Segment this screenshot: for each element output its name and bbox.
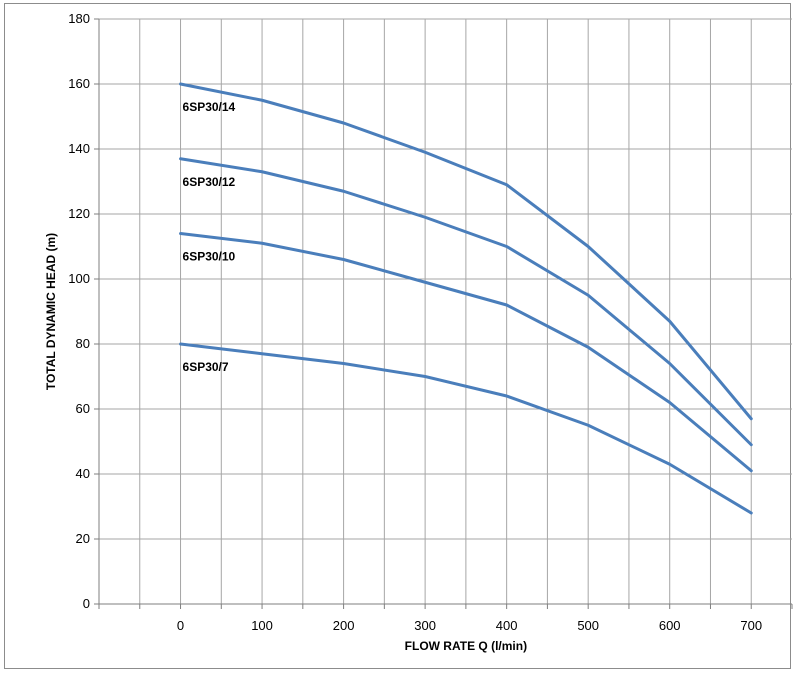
series-labels: 6SP30/14 6SP30/12 6SP30/10 6SP30/7 (183, 100, 236, 374)
x-axis-title: FLOW RATE Q (l/min) (405, 639, 527, 653)
y-axis-title: TOTAL DYNAMIC HEAD (m) (44, 233, 58, 390)
y-tick-label: 0 (83, 596, 90, 611)
x-tick-label: 500 (577, 618, 599, 633)
y-tick-label: 40 (76, 466, 90, 481)
x-tick-label: 200 (333, 618, 355, 633)
x-tick-label: 700 (740, 618, 762, 633)
series-label: 6SP30/12 (183, 175, 236, 189)
x-tick-label: 100 (251, 618, 273, 633)
series-line (179, 82, 753, 421)
y-tick-label: 80 (76, 336, 90, 351)
series-line (179, 232, 753, 473)
y-tick-label: 100 (68, 271, 90, 286)
x-tick-label: 300 (414, 618, 436, 633)
series-label: 6SP30/14 (183, 100, 236, 114)
y-tick-label: 120 (68, 206, 90, 221)
chart-frame (4, 3, 791, 669)
y-tick-label: 140 (68, 141, 90, 156)
y-tick-label: 180 (68, 11, 90, 26)
grid (99, 18, 792, 604)
x-tick-label: 0 (177, 618, 184, 633)
y-tick-label: 60 (76, 401, 90, 416)
series-lines (179, 82, 753, 515)
y-tick-label: 160 (68, 76, 90, 91)
series-label: 6SP30/10 (183, 250, 236, 264)
x-tick-label: 400 (496, 618, 518, 633)
y-tick-label: 20 (76, 531, 90, 546)
series-line (179, 342, 753, 515)
x-tick-label: 600 (659, 618, 681, 633)
series-label: 6SP30/7 (183, 360, 229, 374)
axes: 0 20 40 60 80 100 120 140 160 180 0 100 200 300 400 500… (68, 11, 793, 633)
series-line (179, 157, 753, 447)
